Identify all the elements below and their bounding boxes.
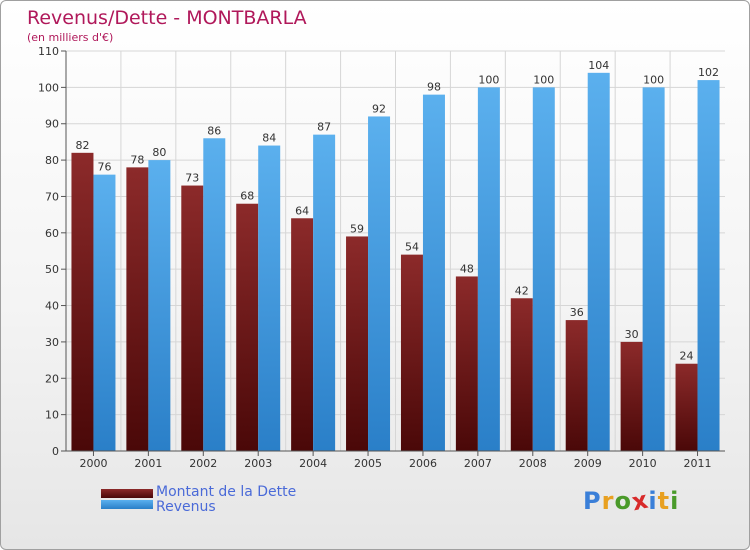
data-label-dette: 68	[240, 190, 254, 203]
bar-dette	[675, 363, 698, 451]
data-label-dette: 54	[405, 241, 419, 254]
bar-revenus	[368, 116, 391, 452]
y-tick-label: 20	[45, 372, 59, 385]
y-tick-label: 70	[45, 190, 59, 203]
data-label-revenus: 104	[588, 59, 609, 72]
data-label-revenus: 92	[372, 102, 386, 115]
data-label-dette: 64	[295, 204, 309, 217]
bar-dette	[181, 185, 204, 451]
y-tick-label: 60	[45, 227, 59, 240]
data-label-revenus: 100	[643, 73, 664, 86]
grid-lines	[66, 50, 725, 452]
data-label-revenus: 100	[478, 73, 499, 86]
y-tick-label: 50	[45, 263, 59, 276]
x-tick-label: 2001	[134, 457, 162, 470]
data-label-dette: 36	[570, 306, 584, 319]
data-label-revenus: 100	[533, 73, 554, 86]
y-tick-label: 90	[45, 118, 59, 131]
logo-letter: i	[670, 487, 680, 515]
data-label-dette: 24	[680, 350, 694, 363]
legend-label-revenus: Revenus	[156, 499, 216, 515]
axes: 0 10 20 30 40 50 60 70 80 90 100 110 2000 2001 2002 200…	[38, 45, 725, 470]
bar-revenus	[642, 87, 665, 451]
y-tick-label: 40	[45, 300, 59, 313]
x-tick-label: 2008	[519, 457, 547, 470]
data-label-dette: 78	[130, 153, 144, 166]
bar-revenus	[587, 72, 610, 452]
logo-letter: t	[657, 487, 671, 515]
x-tick-label: 2000	[79, 457, 107, 470]
logo-letter: o	[614, 487, 632, 515]
x-tick-label: 2011	[684, 457, 712, 470]
y-tick-label: 10	[45, 409, 59, 422]
bar-revenus	[477, 87, 500, 451]
data-label-revenus: 76	[97, 161, 111, 174]
y-tick-label: 30	[45, 336, 59, 349]
x-tick-label: 2004	[299, 457, 327, 470]
bar-revenus	[93, 174, 116, 452]
legend-swatch-dette	[101, 489, 153, 498]
bar-dette	[236, 203, 259, 451]
bar-revenus	[258, 145, 281, 451]
x-tick-label: 2006	[409, 457, 437, 470]
data-label-dette: 82	[75, 139, 89, 152]
y-tick-label: 80	[45, 154, 59, 167]
data-label-dette: 42	[515, 284, 529, 297]
data-label-revenus: 84	[262, 132, 276, 145]
bar-dette	[455, 276, 478, 451]
bar-dette	[510, 298, 533, 451]
data-label-dette: 73	[185, 172, 199, 185]
bar-revenus	[148, 160, 171, 451]
data-label-revenus: 80	[152, 146, 166, 159]
logo-letter: i	[648, 487, 658, 515]
data-label-dette: 48	[460, 262, 474, 275]
x-tick-label: 2007	[464, 457, 492, 470]
bar-dette	[565, 320, 588, 451]
chart-subtitle: (en milliers d'€)	[27, 31, 114, 44]
x-tick-label: 2009	[574, 457, 602, 470]
bar-revenus	[532, 87, 555, 451]
legend-swatch-revenus	[101, 500, 153, 509]
proxiti-logo: Proxiti	[583, 486, 680, 517]
x-tick-label: 2003	[244, 457, 272, 470]
bar-dette	[126, 167, 149, 451]
bar-dette	[71, 152, 94, 451]
logo-letter: P	[583, 487, 602, 515]
bars	[71, 72, 720, 452]
x-tick-label: 2010	[629, 457, 657, 470]
y-tick-label: 110	[38, 45, 59, 58]
data-label-dette: 59	[350, 222, 364, 235]
bar-dette	[400, 254, 423, 451]
logo-letter: r	[601, 487, 615, 515]
x-tick-label: 2005	[354, 457, 382, 470]
value-labels: 82 76 78 80 73 86 68 84 64 87 59 92 54 98 48 100 42 100 36…	[75, 59, 719, 363]
y-tick-label: 100	[38, 81, 59, 94]
data-label-dette: 30	[625, 328, 639, 341]
legend-label-dette: Montant de la Dette	[156, 484, 297, 500]
bar-dette	[620, 341, 643, 451]
data-label-revenus: 87	[317, 121, 331, 134]
y-tick-label: 0	[52, 445, 59, 458]
chart-title: Revenus/Dette - MONTBARLA	[27, 7, 307, 29]
data-label-revenus: 86	[207, 124, 221, 137]
bar-dette	[291, 218, 314, 451]
bar-revenus	[203, 138, 226, 452]
data-label-revenus: 102	[698, 66, 719, 79]
data-label-revenus: 98	[427, 81, 441, 94]
bar-revenus	[313, 134, 336, 452]
x-tick-label: 2002	[189, 457, 217, 470]
bar-revenus	[697, 80, 720, 451]
bar-revenus	[422, 94, 445, 452]
bar-dette	[346, 236, 369, 451]
